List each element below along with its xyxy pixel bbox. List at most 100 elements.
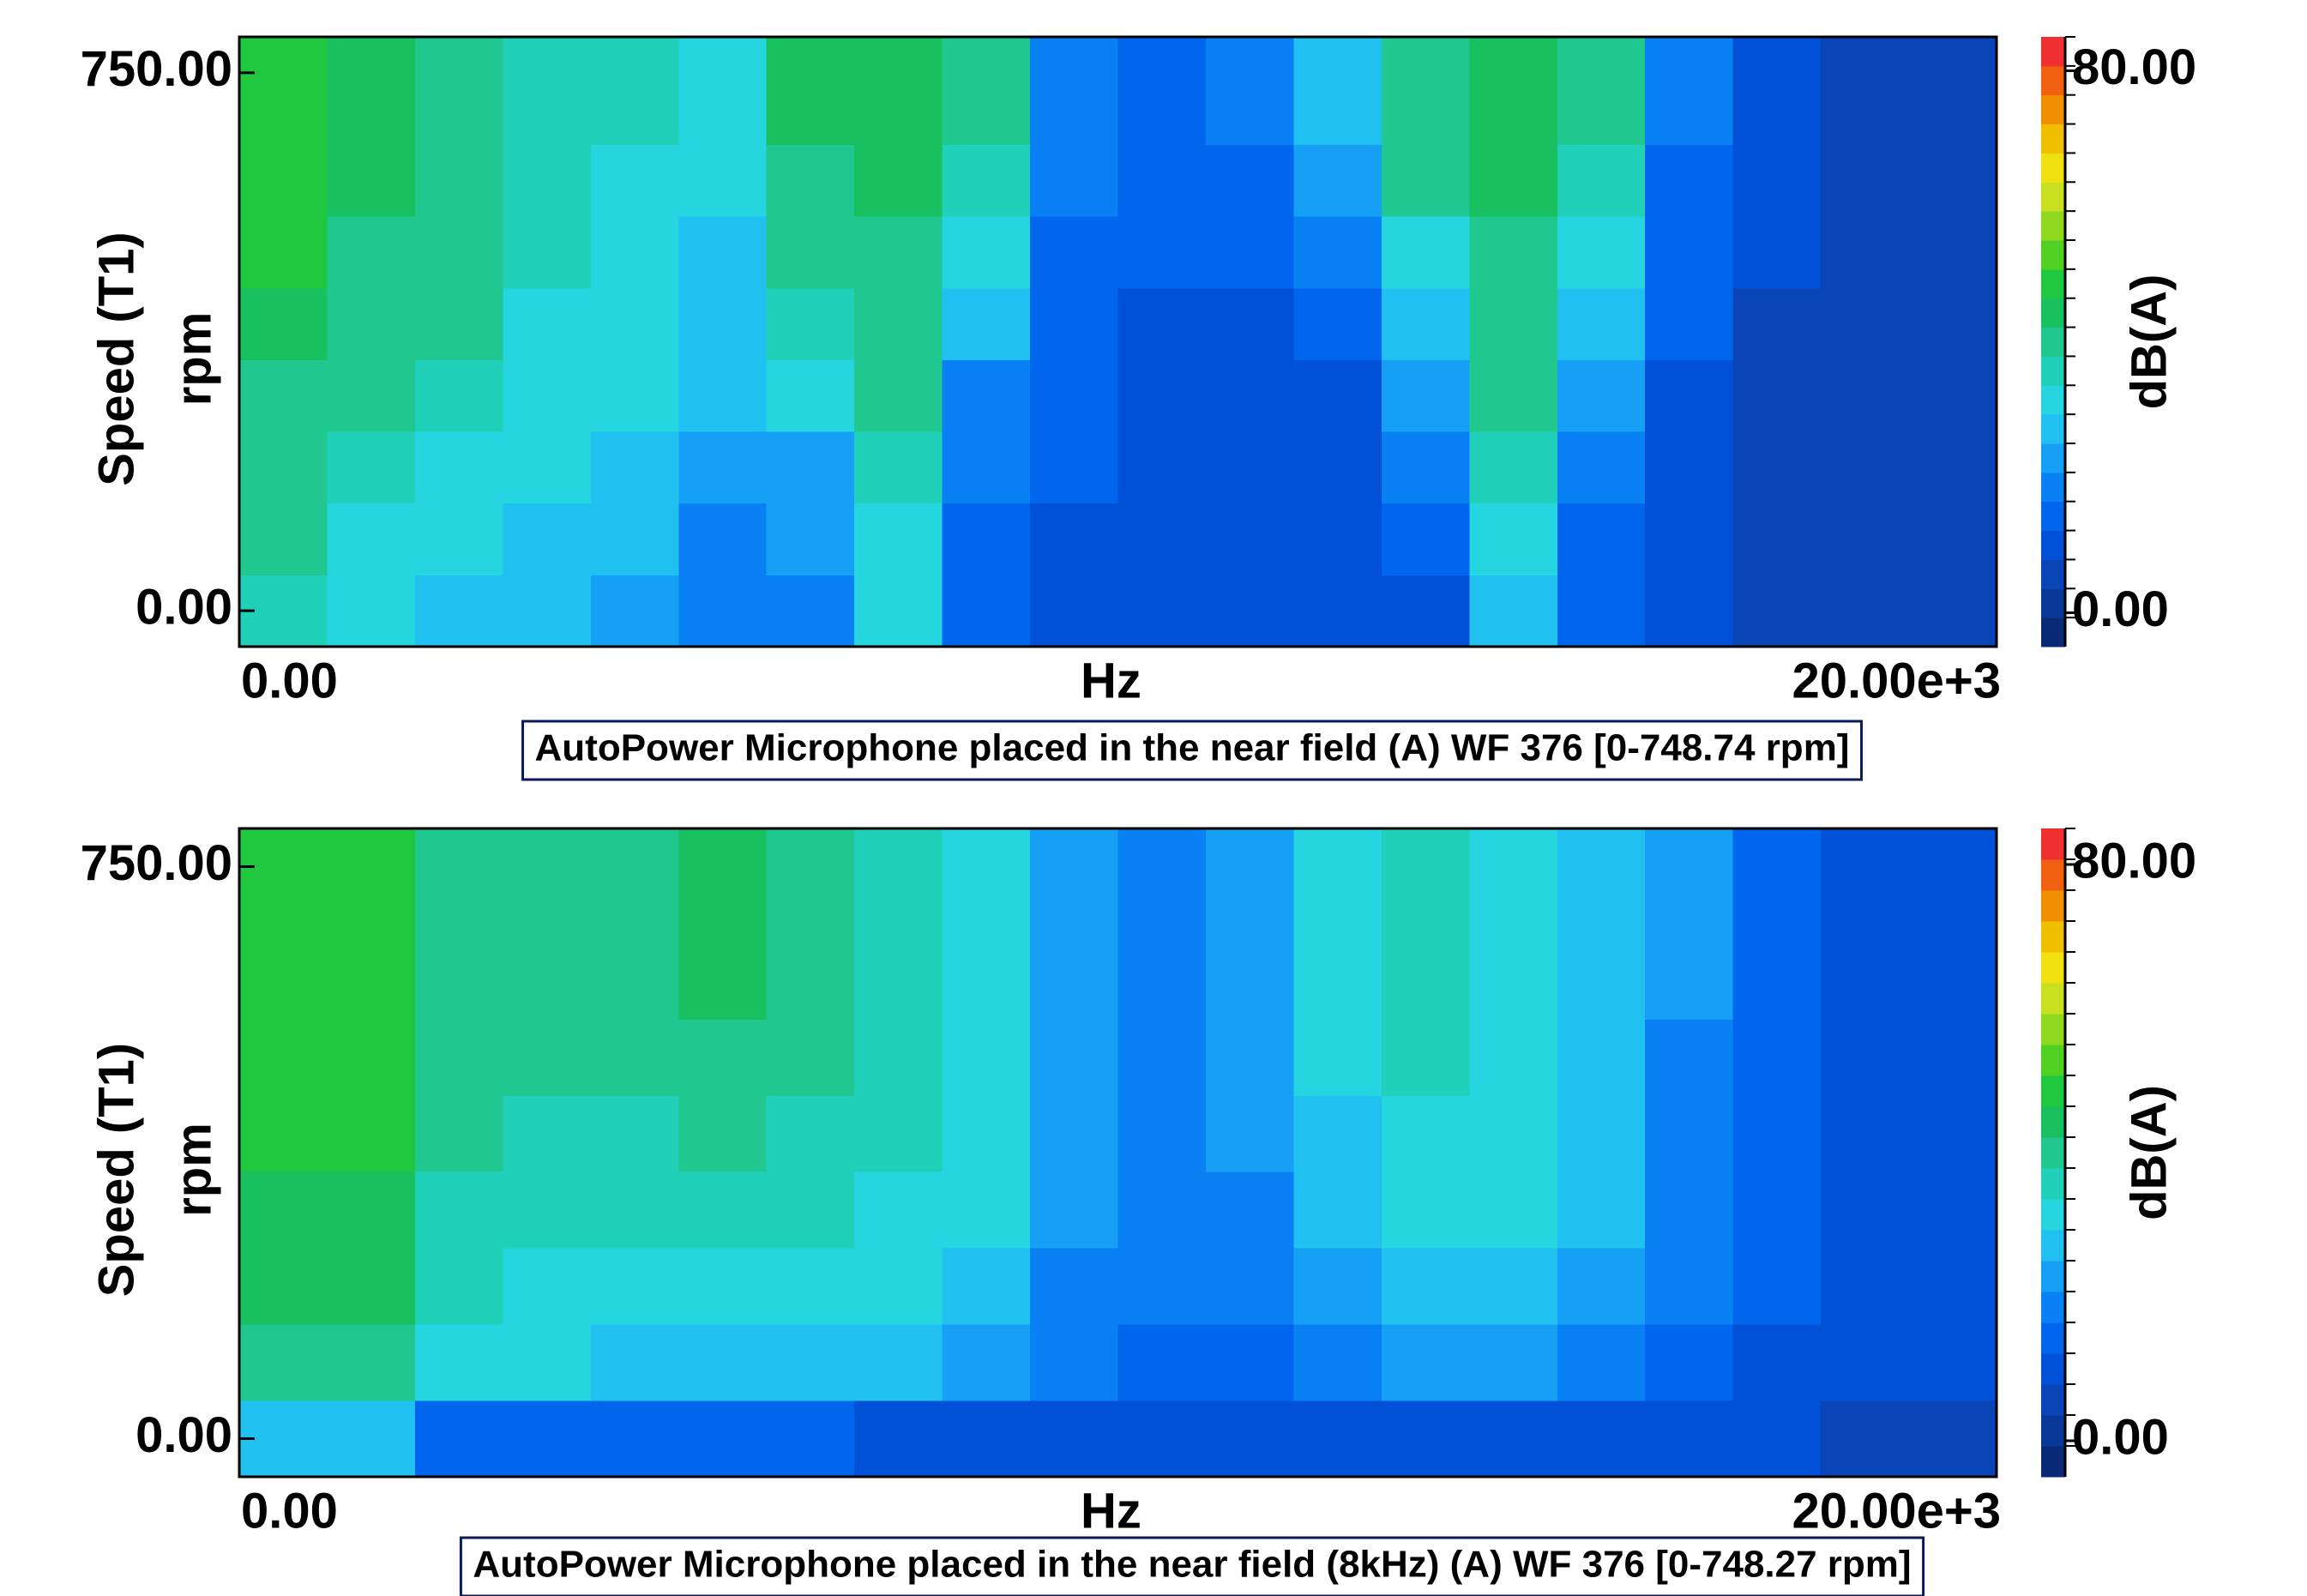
x-tick-label: 0.00 [241, 1483, 338, 1539]
heatmap-cell [239, 1248, 328, 1325]
heatmap-cell [1732, 216, 1822, 289]
y-tick-label: 750.00 [81, 835, 232, 891]
heatmap-cell [1821, 503, 1910, 575]
colorbar-band [2041, 385, 2065, 415]
heatmap-cell [503, 37, 592, 145]
colorbar-band [2041, 890, 2065, 922]
heatmap-cell [327, 431, 416, 504]
colorbar-band [2041, 211, 2065, 241]
heatmap-cell [590, 1019, 679, 1096]
heatmap-cell [1469, 943, 1558, 1020]
heatmap-cell [1732, 1248, 1822, 1325]
heatmap-cell [1293, 1248, 1382, 1325]
heatmap-cell [1645, 431, 1734, 504]
heatmap-cell [1117, 144, 1207, 217]
heatmap-cell [1908, 575, 1997, 647]
heatmap-cell [414, 575, 503, 647]
heatmap-cell [1205, 575, 1294, 647]
heatmap-cell [942, 575, 1031, 647]
heatmap-cell [1117, 828, 1207, 943]
heatmap-cell [854, 575, 943, 647]
heatmap-cell [766, 1400, 855, 1478]
heatmap-cell [1821, 431, 1910, 504]
heatmap-cell [1030, 1324, 1118, 1401]
heatmap-cell [1557, 37, 1646, 145]
heatmap-cell [327, 1171, 416, 1249]
heatmap-cell [327, 287, 416, 360]
heatmap-cell [1732, 828, 1822, 943]
heatmap-cell [1469, 1324, 1558, 1401]
heatmap-cell [1557, 144, 1646, 217]
colorbar-band [2041, 1075, 2065, 1107]
heatmap-cell [1293, 216, 1382, 289]
heatmap-cell [766, 575, 855, 647]
heatmap-cell [1030, 1400, 1118, 1478]
heatmap-cell [503, 216, 592, 289]
heatmap-cell [239, 943, 328, 1020]
heatmap-cell [590, 144, 679, 217]
heatmap-cell [1732, 287, 1822, 360]
heatmap-cell [503, 1095, 592, 1172]
colorbar [2041, 828, 2075, 1478]
plot-frame [238, 827, 1998, 1479]
heatmap-cell [1381, 216, 1470, 289]
colorbar-band [2041, 530, 2065, 560]
colorbar-band [2041, 983, 2065, 1015]
heatmap-cell [1293, 503, 1382, 575]
heatmap-cell [1557, 359, 1646, 432]
plot-area [239, 828, 1997, 1478]
heatmap-cell [1821, 1248, 1910, 1325]
heatmap-cell [1469, 359, 1558, 432]
colorbar-band [2041, 1446, 2065, 1478]
heatmap-cell [942, 37, 1031, 145]
colorbar-band [2041, 1353, 2065, 1385]
x-tick-label: 0.00 [241, 653, 338, 708]
heatmap-cell [678, 37, 768, 145]
heatmap-cell [1381, 144, 1470, 217]
heatmap-cell [1381, 37, 1470, 145]
heatmap-cell [503, 1248, 592, 1325]
heatmap-cell [1469, 1248, 1558, 1325]
heatmap-cell [239, 503, 328, 575]
heatmap-cell [1557, 1324, 1646, 1401]
colorbar-band [2041, 1014, 2065, 1045]
colorbar-band [2041, 65, 2065, 96]
colorbar-band [2041, 1415, 2065, 1447]
heatmap-cell [678, 1248, 768, 1325]
heatmap-cell [503, 1324, 592, 1401]
heatmap-cell [503, 1019, 592, 1096]
colorbar-band [2041, 153, 2065, 183]
heatmap-cell [1908, 37, 1997, 145]
heatmap-cell [766, 1095, 855, 1172]
heatmap-cell [766, 1171, 855, 1249]
colorbar-band [2041, 588, 2065, 618]
heatmap-cell [678, 144, 768, 217]
heatmap-cell [1821, 216, 1910, 289]
heatmap-cell [1381, 1400, 1470, 1478]
heatmap-cell [503, 828, 592, 943]
heatmap-cell [414, 1248, 503, 1325]
heatmap-cell [1908, 1248, 1997, 1325]
heatmap-cell [1293, 1019, 1382, 1096]
colorbar-band [2041, 123, 2065, 154]
heatmap-cell [239, 1324, 328, 1401]
heatmap-cell [1030, 575, 1118, 647]
heatmap-cell [678, 1324, 768, 1401]
heatmap-cell [503, 1171, 592, 1249]
heatmap-cell [1645, 359, 1734, 432]
heatmap-cell [1381, 1171, 1470, 1249]
heatmap-cell [854, 503, 943, 575]
heatmap-cell [1557, 216, 1646, 289]
heatmap-cell [766, 216, 855, 289]
heatmap-cell [1205, 37, 1294, 145]
heatmap-cell [942, 431, 1031, 504]
heatmap-cell [1645, 287, 1734, 360]
heatmap-cell [678, 216, 768, 289]
heatmap-cell [766, 1324, 855, 1401]
heatmap-cell [1205, 1095, 1294, 1172]
heatmap-cell [1293, 287, 1382, 360]
heatmap-cell [1117, 431, 1207, 504]
colorbar-tick-label: 0.00 [2072, 1409, 2169, 1465]
heatmap-cell [1645, 37, 1734, 145]
